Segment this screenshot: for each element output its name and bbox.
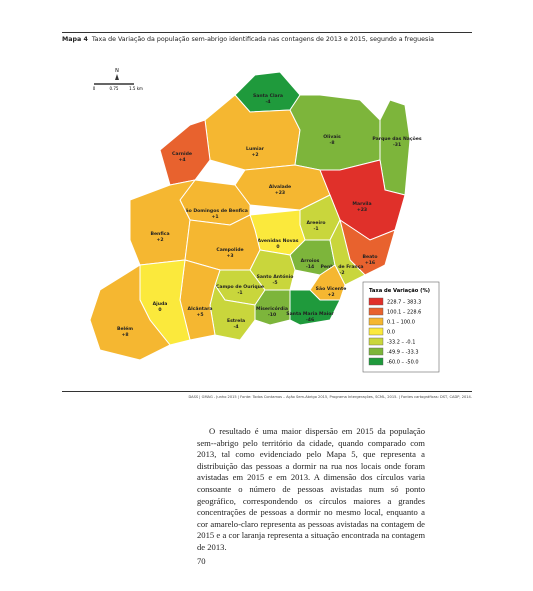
region: Belém+8 xyxy=(89,264,171,361)
scale-label: 1.5 km xyxy=(129,86,143,91)
region-value: +1 xyxy=(211,214,218,220)
region-value: +2 xyxy=(156,237,163,243)
region-name: Marvila xyxy=(352,201,371,207)
region-value: +8 xyxy=(121,332,128,338)
region: Santa Maria Maior-46 xyxy=(286,289,341,326)
legend-swatch xyxy=(368,307,384,316)
region-value: +4 xyxy=(178,157,185,163)
region-value: -8 xyxy=(329,140,334,146)
region-name: Beato xyxy=(362,254,377,260)
body-text: O resultado é uma maior dispersão em 201… xyxy=(197,426,425,552)
legend-label: 0.0 xyxy=(387,330,395,336)
region-value: 0 xyxy=(158,307,161,313)
region-name: Campo de Ourique xyxy=(216,284,264,290)
region-name: Santa Maria Maior xyxy=(286,311,334,317)
region-value: -4 xyxy=(233,324,238,330)
legend-label: 228.7 – 383.3 xyxy=(387,300,421,306)
region-name: Misericórdia xyxy=(256,305,288,312)
figure-label: Mapa 4 xyxy=(62,36,88,43)
page-number: 70 xyxy=(197,556,206,566)
region-name: Olivais xyxy=(323,134,341,140)
legend-swatch xyxy=(368,327,384,336)
regions: Santa Clara-4Lumiar+2Carnide+4Olivais-8P… xyxy=(89,71,422,361)
region: Carnide+4 xyxy=(159,119,211,186)
region-name: Santo António xyxy=(257,273,294,280)
region-name: Santa Clara xyxy=(253,93,283,99)
source: DASS | GMAG - Junho 2015 | Fonte: Todos … xyxy=(62,391,472,399)
legend-title: Taxa de Variação (%) xyxy=(369,288,430,294)
region-value: +16 xyxy=(365,260,375,266)
scale: N 0 0.75 1.5 km xyxy=(93,68,143,91)
region-value: +2 xyxy=(251,152,258,158)
region: Benfica+2 xyxy=(129,179,197,266)
region-value: -2 xyxy=(339,270,344,276)
region-value: +23 xyxy=(357,207,367,213)
region-value: +3 xyxy=(226,253,233,259)
region-name: Carnide xyxy=(172,151,192,157)
region-shape xyxy=(289,94,381,171)
region-name: Parque das Nações xyxy=(372,136,422,142)
legend-swatch xyxy=(368,317,384,326)
region-value: -14 xyxy=(306,264,314,270)
region-shape xyxy=(129,179,197,266)
region: Olivais-8 xyxy=(289,94,381,171)
region-value: +23 xyxy=(275,190,285,196)
region-name: Ajuda xyxy=(153,301,168,307)
region-name: Avenidas Novas xyxy=(258,238,299,244)
region-name: Arroios xyxy=(301,258,320,264)
region-name: Estrela xyxy=(227,318,245,324)
figure-title: Taxa de Variação da população sem-abrigo… xyxy=(91,36,434,43)
region-shape xyxy=(89,264,171,361)
region-value: -31 xyxy=(393,142,401,148)
region-name: São Domingos de Benfica xyxy=(182,208,248,214)
scale-label: 0.75 xyxy=(110,86,119,91)
legend-label: -49.9 – -33.3 xyxy=(387,350,419,356)
region-name: São Vicente xyxy=(316,286,347,292)
region-value: -10 xyxy=(268,312,276,318)
region-name: Belém xyxy=(117,325,133,332)
legend-label: 100.1 – 228.6 xyxy=(387,310,421,316)
region-value: 0 xyxy=(276,244,279,250)
region-value: +5 xyxy=(196,312,203,318)
north-arrow xyxy=(115,74,119,80)
legend-label: -60.0 – -50.0 xyxy=(387,360,419,366)
region-value: -4 xyxy=(265,99,270,105)
region-name: Penha de França xyxy=(320,264,363,270)
scale-label: 0 xyxy=(93,86,96,91)
region-name: Alcântara xyxy=(188,305,213,312)
region-value: +2 xyxy=(327,292,334,298)
legend-box xyxy=(362,281,440,373)
region-value: -46 xyxy=(306,317,314,323)
north: N xyxy=(115,68,119,74)
legend-swatch xyxy=(368,357,384,366)
region-name: Lumiar xyxy=(246,146,265,152)
region-name: Benfica xyxy=(150,231,169,237)
legend-label: 0.1 – 100.0 xyxy=(387,320,415,326)
region-name: Alvalade xyxy=(269,184,291,190)
region-value: -1 xyxy=(237,290,242,296)
legend: Taxa de Variação (%) 228.7 – 383.3 100.1 –… xyxy=(362,281,440,373)
figure-header: Mapa 4 Taxa de Variação da população sem-… xyxy=(62,32,472,43)
legend-label: -33.2 – -0.1 xyxy=(387,340,415,346)
region-name: Areeiro xyxy=(306,220,325,226)
region-name: Campolide xyxy=(216,247,243,253)
region-shape xyxy=(289,289,341,326)
legend-swatch xyxy=(368,347,384,356)
legend-swatch xyxy=(368,337,384,346)
legend-swatch xyxy=(368,297,384,306)
region-value: -1 xyxy=(313,226,318,232)
region-value: -5 xyxy=(272,280,277,286)
